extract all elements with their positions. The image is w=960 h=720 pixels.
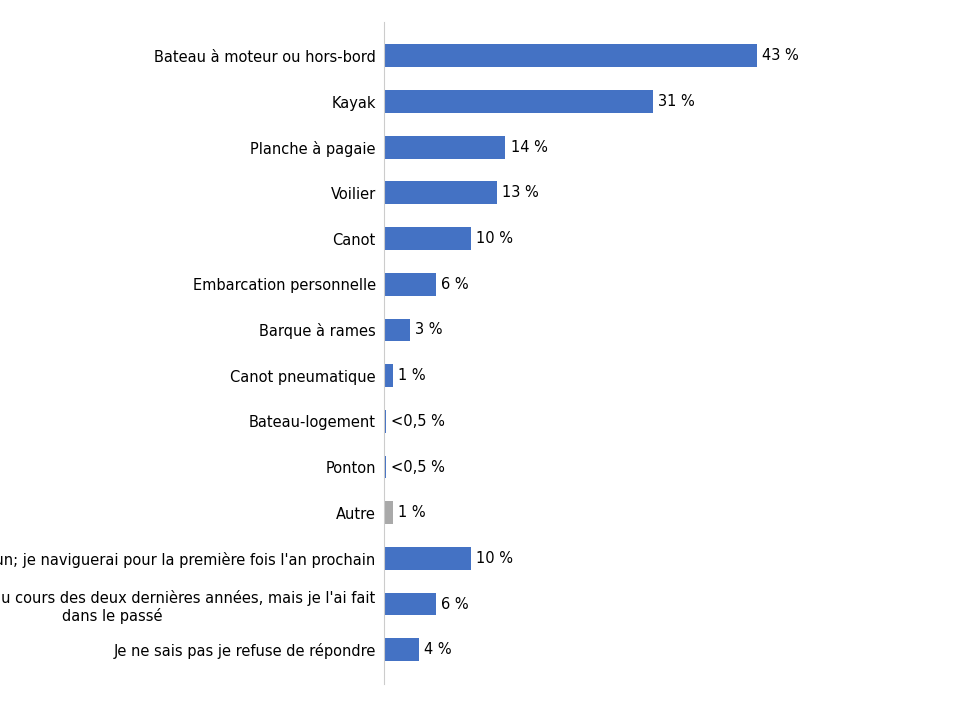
Text: <0,5 %: <0,5 % <box>392 414 445 429</box>
Bar <box>384 45 757 67</box>
Bar <box>384 364 393 387</box>
Text: 3 %: 3 % <box>416 323 443 338</box>
Bar <box>384 639 419 661</box>
Bar <box>384 136 506 158</box>
Text: 10 %: 10 % <box>476 231 513 246</box>
Bar <box>384 181 497 204</box>
Bar <box>384 456 386 478</box>
Bar <box>384 501 393 524</box>
Text: 6 %: 6 % <box>442 276 468 292</box>
Bar <box>384 547 470 570</box>
Bar <box>384 90 653 113</box>
Text: <0,5 %: <0,5 % <box>392 459 445 474</box>
Text: 10 %: 10 % <box>476 551 513 566</box>
Text: 1 %: 1 % <box>397 368 425 383</box>
Text: 1 %: 1 % <box>397 505 425 520</box>
Text: 13 %: 13 % <box>502 186 539 200</box>
Text: 14 %: 14 % <box>511 140 547 155</box>
Text: 43 %: 43 % <box>762 48 799 63</box>
Bar <box>384 410 386 433</box>
Text: 6 %: 6 % <box>442 597 468 611</box>
Bar <box>384 593 436 616</box>
Bar <box>384 273 436 296</box>
Text: 31 %: 31 % <box>659 94 695 109</box>
Bar <box>384 318 410 341</box>
Bar <box>384 228 470 250</box>
Text: 4 %: 4 % <box>424 642 451 657</box>
